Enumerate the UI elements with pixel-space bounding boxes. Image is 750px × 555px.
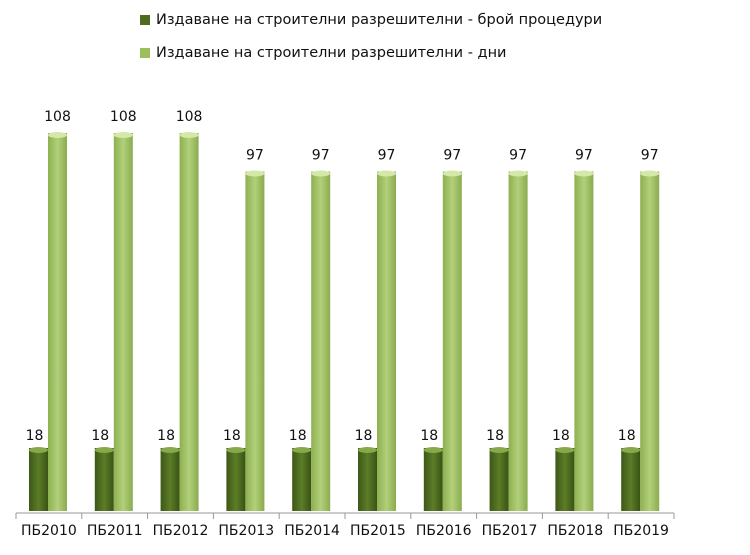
bar-procedures: [226, 448, 246, 511]
data-label: 108: [176, 109, 203, 125]
bar-procedures: [292, 448, 312, 511]
bar-cap: [179, 132, 199, 138]
data-label: 18: [157, 428, 175, 444]
data-label: 108: [44, 109, 71, 125]
bar-days: [508, 171, 528, 511]
x-tick-label: ПБ2015: [350, 523, 406, 539]
bar-procedures: [555, 448, 575, 511]
legend-label: Издаване на строителни разрешителни - дн…: [156, 45, 507, 61]
data-label: 97: [378, 148, 396, 164]
data-label: 18: [420, 428, 438, 444]
data-label: 18: [618, 428, 636, 444]
bar-cap: [358, 447, 377, 453]
bar-cap: [113, 132, 133, 138]
bar-days: [113, 133, 133, 511]
legend-item-procedures: Издаване на строителни разрешителни - бр…: [140, 12, 602, 28]
data-label: 18: [289, 428, 307, 444]
x-tick-label: ПБ2017: [482, 523, 538, 539]
bar-days: [245, 171, 265, 511]
bar-cap: [94, 447, 114, 453]
bar-days: [640, 171, 660, 511]
data-label: 18: [223, 428, 241, 444]
bar-procedures: [358, 448, 377, 511]
bar-cap: [555, 447, 575, 453]
bar-cap: [29, 447, 48, 453]
bar-cap: [640, 170, 660, 177]
bar-cap: [489, 447, 509, 453]
bar-cap: [442, 170, 462, 177]
data-label: 18: [552, 428, 570, 444]
bar-cap: [377, 170, 396, 177]
bar-days: [574, 171, 594, 511]
bar-days: [311, 171, 331, 511]
bar-days: [377, 171, 396, 511]
data-label: 18: [355, 428, 373, 444]
x-tick-label: ПБ2019: [613, 523, 669, 539]
x-tick-label: ПБ2013: [218, 523, 274, 539]
x-tick-label: ПБ2010: [21, 523, 77, 539]
bar-cap: [226, 447, 246, 453]
bar-days: [442, 171, 462, 511]
bar-days: [48, 133, 67, 511]
bar-cap: [311, 170, 331, 177]
data-label: 18: [26, 428, 44, 444]
data-label: 18: [486, 428, 504, 444]
bar-cap: [245, 170, 265, 177]
x-tick-label: ПБ2012: [153, 523, 209, 539]
data-label: 97: [641, 148, 659, 164]
bar-procedures: [489, 448, 509, 511]
bar-procedures: [160, 448, 180, 511]
data-label: 97: [246, 148, 264, 164]
x-tick-label: ПБ2018: [547, 523, 603, 539]
bar-cap: [574, 170, 594, 177]
x-tick-label: ПБ2011: [87, 523, 143, 539]
bar-cap: [292, 447, 312, 453]
data-label: 97: [509, 148, 527, 164]
bar-cap: [621, 447, 641, 453]
bar-cap: [48, 132, 67, 138]
bar-cap: [423, 447, 443, 453]
legend-swatch: [140, 48, 150, 58]
legend-item-days: Издаване на строителни разрешителни - дн…: [140, 45, 507, 61]
x-tick-label: ПБ2014: [284, 523, 340, 539]
bar-procedures: [29, 448, 48, 511]
x-tick-label: ПБ2016: [416, 523, 472, 539]
legend-label: Издаване на строителни разрешителни - бр…: [156, 12, 603, 28]
bar-procedures: [94, 448, 114, 511]
bar-cap: [160, 447, 180, 453]
bar-days: [179, 133, 199, 511]
data-label: 97: [443, 148, 461, 164]
data-label: 108: [110, 109, 137, 125]
bar-procedures: [621, 448, 641, 511]
bar-cap: [508, 170, 528, 177]
data-label: 97: [312, 148, 330, 164]
data-label: 97: [575, 148, 593, 164]
legend-swatch: [140, 15, 150, 25]
data-label: 18: [91, 428, 109, 444]
bar-procedures: [423, 448, 443, 511]
